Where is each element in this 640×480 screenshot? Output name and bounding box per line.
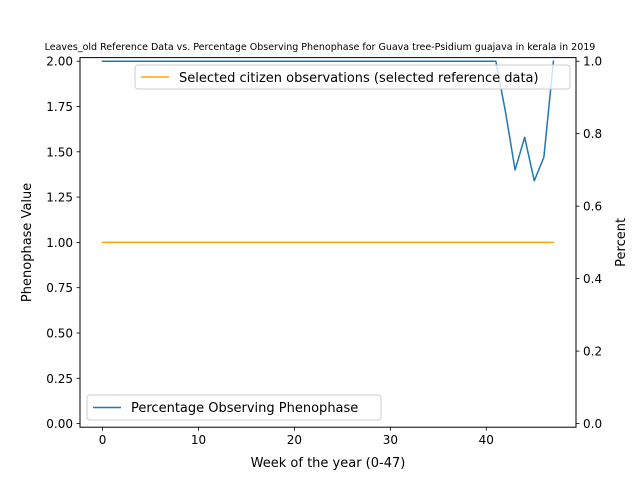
x-axis-label: Week of the year (0-47) [251, 456, 406, 471]
x-tick-label: 10 [191, 433, 206, 447]
y-left-tick-label: 1.75 [46, 100, 73, 114]
y-right-axis: 0.0 0.2 0.4 0.6 0.8 1.0 [576, 55, 602, 431]
y-left-tick-label: 0.50 [46, 326, 73, 340]
chart-title: Leaves_old Reference Data vs. Percentage… [45, 42, 596, 53]
legend-top-box [134, 64, 571, 90]
y-right-tick-label: 0.4 [583, 272, 602, 286]
y-right-tick-label: 0.8 [583, 127, 602, 141]
y-right-tick-label: 0.6 [583, 200, 602, 214]
y-right-tick-label: 0.2 [583, 345, 602, 359]
y-axis-left-label: Phenophase Value [20, 183, 35, 302]
y-left-tick-label: 2.00 [46, 55, 73, 69]
y-left-tick-label: 1.00 [46, 236, 73, 250]
legend-label-reference: Selected citizen observations (selected … [179, 71, 539, 86]
x-axis: 0 10 20 30 40 [99, 427, 494, 447]
legend-bottom-box [86, 394, 382, 421]
y-axis-right-label: Percent [614, 218, 629, 267]
legend-top: Selected citizen observations (selected … [134, 64, 571, 90]
x-tick-label: 20 [287, 433, 302, 447]
y-left-axis: 0.00 0.25 0.50 0.75 1.00 1.25 1.50 1.75 2.00 [46, 55, 80, 431]
x-tick-label: 40 [479, 433, 494, 447]
y-left-tick-label: 1.25 [46, 191, 73, 205]
x-tick-label: 0 [99, 433, 107, 447]
y-left-tick-label: 0.00 [46, 417, 73, 431]
y-left-tick-label: 0.25 [46, 372, 73, 386]
y-right-tick-label: 0.0 [583, 417, 602, 431]
x-tick-label: 30 [383, 433, 398, 447]
y-left-tick-label: 1.50 [46, 145, 73, 159]
legend-label-percentage: Percentage Observing Phenophase [131, 401, 358, 416]
y-right-tick-label: 1.0 [583, 55, 602, 69]
legend-bottom: Percentage Observing Phenophase [86, 394, 382, 421]
y-left-tick-label: 0.75 [46, 281, 73, 295]
